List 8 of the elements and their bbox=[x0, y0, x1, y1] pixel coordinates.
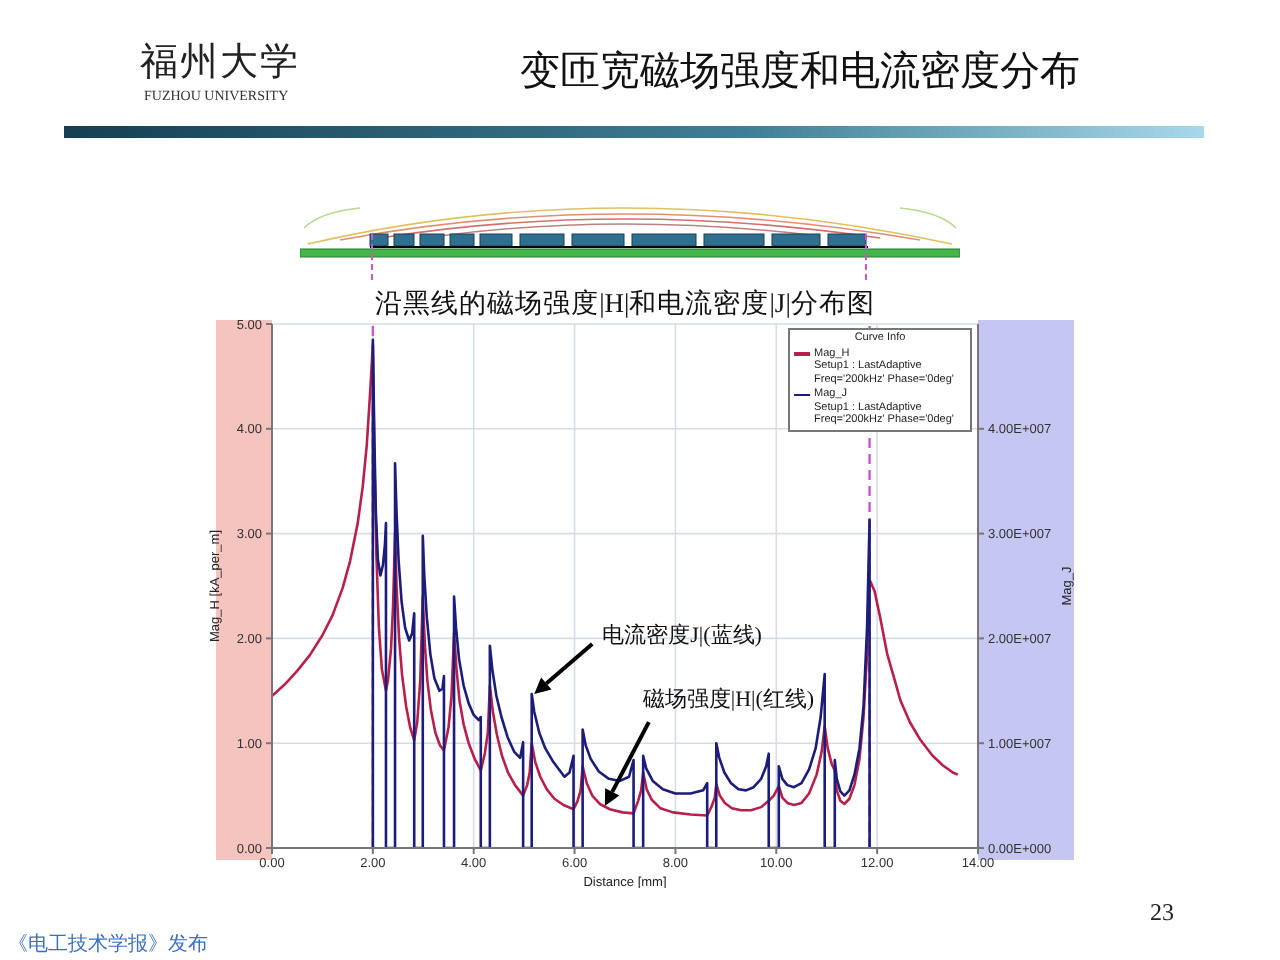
annotation: 电流密度J|(蓝线) bbox=[602, 621, 763, 648]
chart-subtitle: 沿黑线的磁场强度|H|和电流密度|J|分布图 bbox=[373, 286, 877, 322]
text: 23 bbox=[1150, 898, 1174, 928]
line-series bbox=[272, 343, 960, 817]
annotation: 磁场强度|H|(红线) bbox=[640, 686, 815, 713]
chart-title: 变匝宽磁场强度和电流密度分布 bbox=[518, 48, 1082, 98]
text: 《电工技术学报》发布 bbox=[8, 931, 208, 958]
text: 福州大学 bbox=[140, 40, 300, 88]
